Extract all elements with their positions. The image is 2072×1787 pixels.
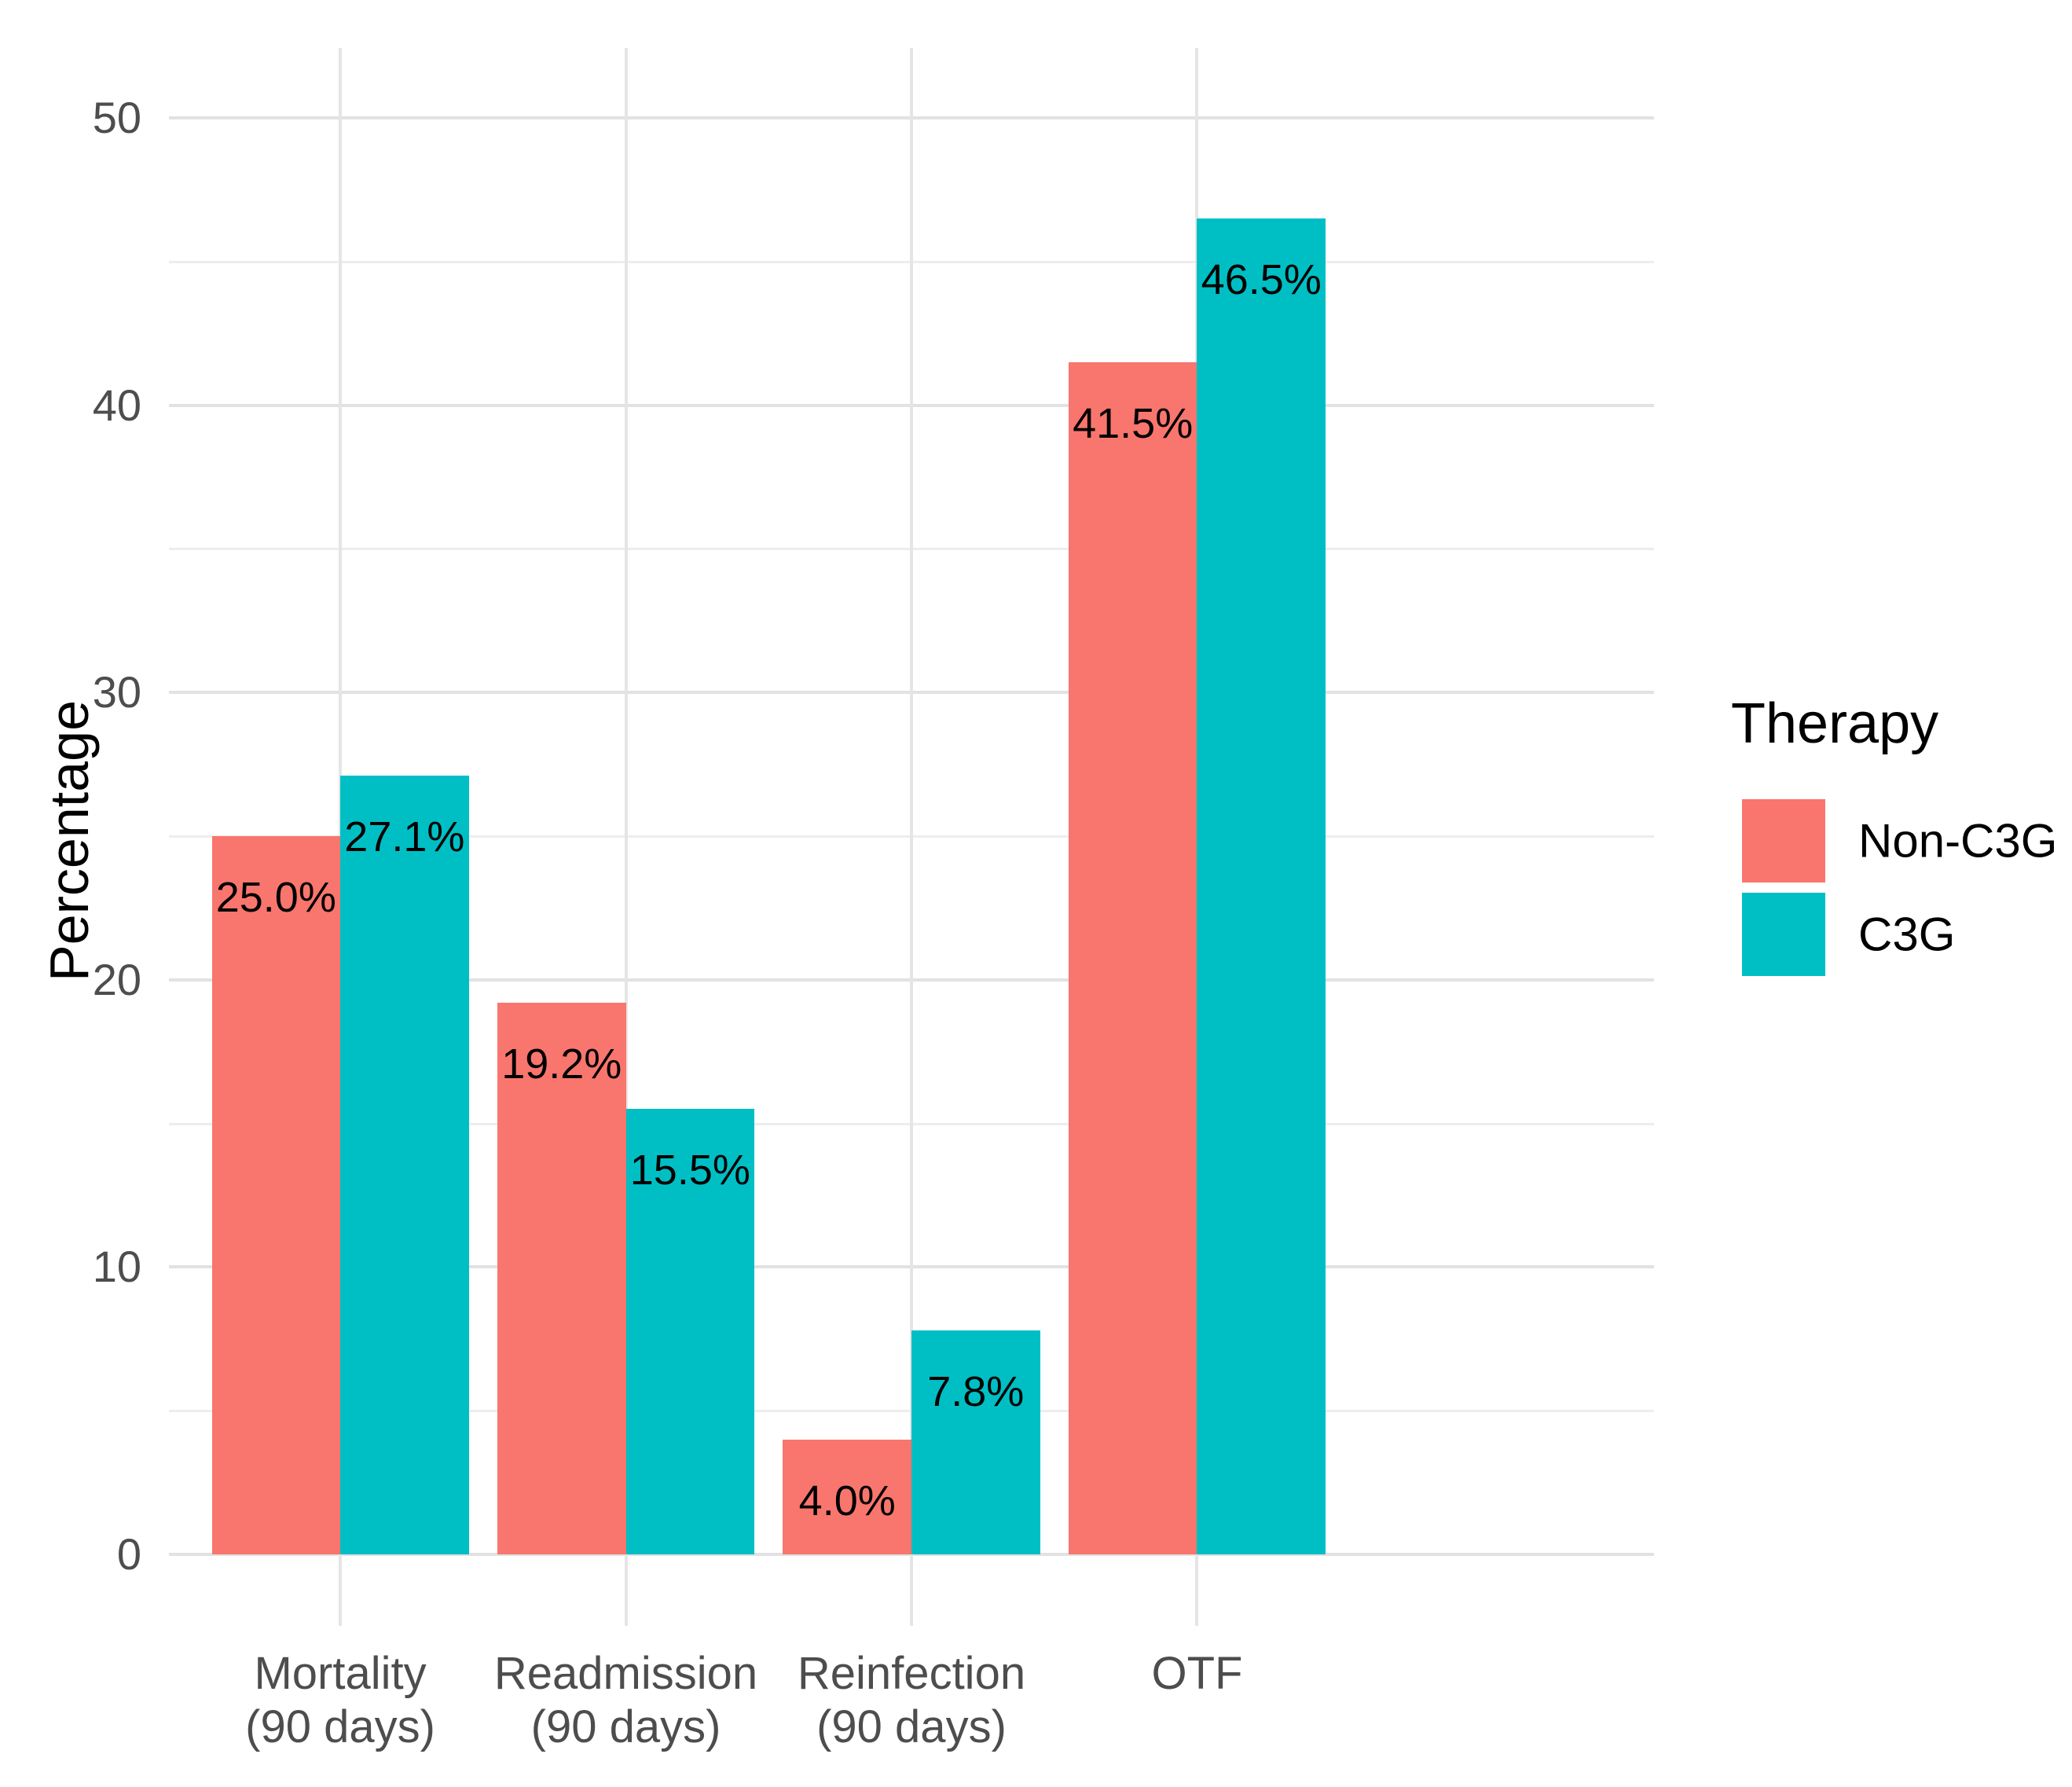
legend: Therapy Non-C3G C3G (1731, 692, 2069, 986)
bar-value-label: 27.1% (344, 813, 465, 861)
legend-label: C3G (1858, 908, 1956, 961)
bar-non-c3g (211, 836, 341, 1554)
x-category-label: Readmission (90 days) (493, 1648, 758, 1752)
y-tick-label: 10 (92, 1242, 141, 1292)
bar-value-label: 41.5% (1073, 399, 1194, 447)
y-tick-label: 20 (92, 954, 141, 1004)
legend-swatch-non-c3g (1742, 799, 1825, 882)
bar-c3g (340, 776, 469, 1554)
gridline-vertical (624, 48, 628, 1626)
x-category-label: Reinfection (90 days) (797, 1648, 1026, 1752)
bar-non-c3g (783, 1439, 911, 1554)
bar-value-label: 7.8% (927, 1367, 1025, 1415)
gridline-vertical (910, 48, 913, 1626)
bar-non-c3g (1068, 361, 1197, 1554)
bar-c3g (625, 1109, 755, 1554)
bar-c3g (911, 1330, 1040, 1554)
legend-swatch-c3g (1742, 893, 1825, 976)
bar-value-label: 25.0% (215, 874, 336, 921)
bar-c3g (1197, 218, 1326, 1554)
legend-label: Non-C3G (1858, 814, 2058, 868)
bar-value-label: 4.0% (798, 1477, 896, 1525)
bar-value-label: 15.5% (629, 1147, 750, 1194)
y-tick-label: 50 (92, 93, 141, 142)
legend-title: Therapy (1731, 692, 1939, 755)
x-category-label: Mortality (90 days) (245, 1648, 435, 1752)
legend-item: C3G (1731, 893, 2069, 976)
y-axis-title: Percentage (39, 699, 100, 982)
x-category-label: OTF (1151, 1648, 1243, 1699)
y-tick-label: 30 (92, 667, 141, 717)
y-tick-label: 40 (92, 380, 141, 430)
bar-value-label: 19.2% (501, 1040, 622, 1088)
y-tick-label: 0 (116, 1529, 141, 1579)
bar-non-c3g (497, 1003, 626, 1554)
legend-item: Non-C3G (1731, 799, 2069, 882)
legend-items: Non-C3G C3G (1731, 799, 2069, 976)
bar-value-label: 46.5% (1201, 255, 1322, 303)
